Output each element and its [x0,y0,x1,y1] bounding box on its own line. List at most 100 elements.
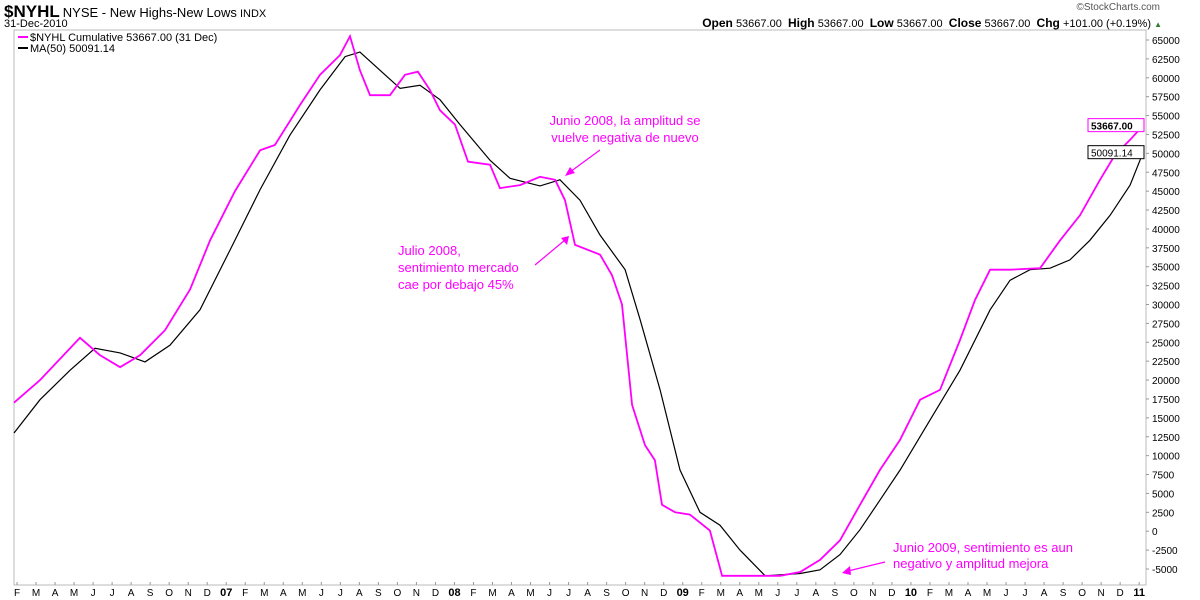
x-tick-label: O [850,588,858,599]
x-tick-label: O [1078,588,1086,599]
x-tick-label: J [1023,588,1028,599]
y-tick-label: 12500 [1152,433,1180,444]
x-tick-label: O [165,588,173,599]
annotation-july-2008-line1: Julio 2008, [398,243,461,258]
x-tick-label: 08 [448,587,460,599]
annotation-june-2008-line1: Junio 2008, la amplitud se [549,113,700,128]
y-tick-label: 47500 [1152,168,1180,179]
x-tick-label: M [945,588,953,599]
x-tick-label: 11 [1133,587,1145,599]
x-tick-label: O [622,588,630,599]
y-tick-label: 55000 [1152,112,1180,123]
y-tick-label: 60000 [1152,74,1180,85]
annotation-july-2008-line2: sentimiento mercado [398,260,519,275]
x-tick-label: A [508,588,515,599]
symbol-name: NYSE - New Highs-New Lows [62,5,237,20]
y-tick-label: 32500 [1152,282,1180,293]
y-tick-label: 35000 [1152,263,1180,274]
last-value-label: 50091.14 [1091,149,1133,160]
chg-value: +101.00 (+0.19%) [1062,18,1152,30]
chart-title: $NYHL NYSE - New Highs-New Lows INDX [4,2,266,22]
open-label: Open [702,16,733,30]
low-value: 53667.00 [896,18,943,30]
chart-date: 31-Dec-2010 [4,18,68,30]
exchange: INDX [239,8,267,20]
x-tick-label: F [242,588,248,599]
y-tick-label: 2500 [1152,508,1175,519]
x-tick-label: J [566,588,571,599]
x-tick-label: N [1098,588,1105,599]
plot-frame [13,29,1147,586]
x-tick-label: 09 [677,587,689,599]
y-tick-label: 52500 [1152,130,1180,141]
x-tick-label: F [699,588,705,599]
annotation-arrow-3 [847,561,886,572]
x-tick-label: N [869,588,876,599]
y-tick-label: 27500 [1152,319,1180,330]
y-tick-label: 50000 [1152,149,1180,160]
legend-ma: MA(50) 50091.14 [30,43,115,55]
x-tick-label: D [888,588,895,599]
y-tick-label: 17500 [1152,395,1180,406]
y-tick-label: 7500 [1152,471,1175,482]
x-tick-label: A [128,588,135,599]
x-tick-label: N [185,588,192,599]
x-tick-label: 07 [220,587,232,599]
x-tick-label: M [298,588,306,599]
y-tick-label: 65000 [1152,36,1180,47]
x-tick-label: A [736,588,743,599]
x-tick-label: F [14,588,20,599]
x-tick-label: J [338,588,343,599]
x-tick-label: M [983,588,991,599]
annotation-arrow-2 [534,239,566,266]
x-tick-label: S [375,588,382,599]
y-tick-label: 0 [1152,527,1158,538]
x-tick-label: A [52,588,59,599]
y-tick-label: 37500 [1152,244,1180,255]
x-tick-label: M [70,588,78,599]
x-tick-label: N [641,588,648,599]
x-tick-label: A [965,588,972,599]
series-line-ma50 [13,51,1144,577]
arrowhead-icon [565,167,575,176]
annotation-june-2009-line2: negativo y amplitud mejora [893,556,1049,571]
x-tick-label: N [413,588,420,599]
x-tick-label: M [717,588,725,599]
y-tick-label: -5000 [1152,565,1178,576]
x-tick-label: S [1060,588,1067,599]
x-tick-label: J [110,588,115,599]
y-tick-label: 57500 [1152,93,1180,104]
y-tick-label: 25000 [1152,338,1180,349]
symbol: $NYHL [4,2,60,21]
y-tick-label: 5000 [1152,489,1175,500]
x-tick-label: A [280,588,287,599]
x-tick-label: F [927,588,933,599]
close-label: Close [948,16,982,30]
x-tick-label: J [91,588,96,599]
up-arrow-icon: ▲ [1154,20,1162,29]
x-tick-label: J [775,588,780,599]
close-value: 53667.00 [984,18,1031,30]
y-tick-label: 42500 [1152,206,1180,217]
x-tick-label: J [1004,588,1009,599]
annotations: Junio 2008, la amplitud se vuelve negati… [398,113,1073,575]
x-tick-label: S [832,588,839,599]
x-tick-label: 10 [905,587,917,599]
x-tick-label: S [603,588,610,599]
annotation-june-2009-line1: Junio 2009, sentimiento es aun [893,540,1073,555]
y-tick-label: -2500 [1152,546,1178,557]
x-tick-label: M [526,588,534,599]
last-value-box [1087,118,1145,133]
x-tick-label: J [547,588,552,599]
arrowhead-icon [561,236,569,245]
y-tick-label: 22500 [1152,357,1180,368]
x-tick-label: M [755,588,763,599]
annotation-arrow-1 [569,149,601,173]
high-value: 53667.00 [817,18,864,30]
x-tick-label: M [260,588,268,599]
annotation-june-2008-line2: vuelve negativa de nuevo [551,130,698,145]
y-tick-label: 10000 [1152,452,1180,463]
low-label: Low [869,16,894,30]
x-tick-label: M [32,588,40,599]
x-tick-label: A [1041,588,1048,599]
